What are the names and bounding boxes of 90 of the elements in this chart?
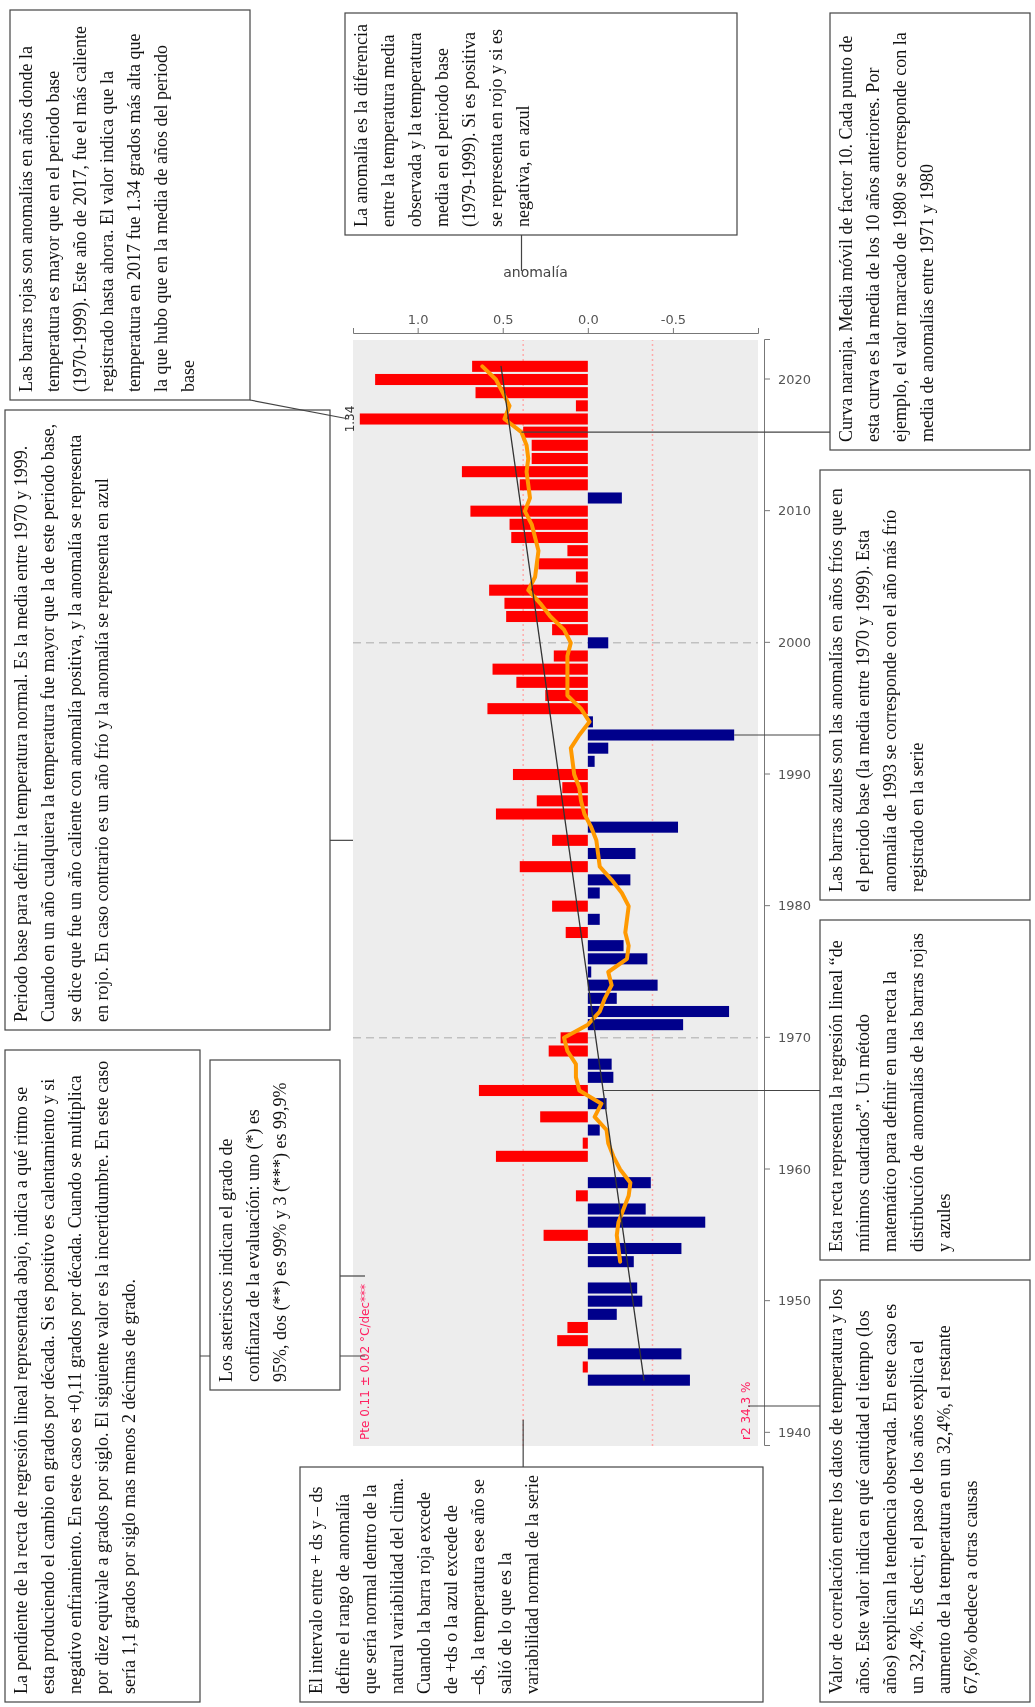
y-tick-label: 1980 [778,898,812,914]
annotation: Curva naranja. Media móvil de factor 10. Cada punto de esta curva es la media de los 10 años anteriores. Por ejemplo, el valor marcado de 1980 se corresponde con la media de anomalías entre 1971 y 1980 [836,32,937,442]
bar [565,926,588,939]
bar [552,834,588,846]
bar [587,821,679,833]
y-tick-label: 1990 [778,766,812,782]
bar [538,558,588,570]
bar [587,637,609,649]
bar [587,1124,600,1136]
bar [587,1058,612,1070]
bar [587,847,636,860]
bar [475,387,588,399]
bar [531,452,588,465]
bar [587,966,592,978]
bar [587,979,658,991]
bar [587,1019,684,1031]
bar [587,1177,651,1189]
text: La pendiente de la recta de regresión lineal representada abajo, indica a qué ritmo se esta produciendo el cambio en grados por década. Si es positivo es calentamiento y si negativo enfriamiento. En este caso es +0,11 grados por década. Cuando se multiplica por diez equivale a grados por siglo. El siguiente valor es la incertidumbre. En este caso sería 1,1 grados por siglo mas menos 2 décimas de grado. [11,1060,139,1694]
bar [587,953,648,965]
bar [567,1321,588,1334]
bar [587,729,735,741]
bar [587,913,600,925]
bar [540,1111,588,1123]
bar [512,768,588,781]
bar [567,545,588,557]
bar [587,1005,730,1018]
bar [492,663,588,675]
annotation: Pte 0.11 ± 0.02 °C/dec*** [358,1283,372,1440]
bar [516,676,588,688]
bar [587,742,609,754]
bar [552,900,588,912]
bar [587,1308,617,1320]
bar [359,413,588,425]
bar [587,887,600,899]
bar [587,940,624,952]
bar [470,505,588,517]
text: Las barras rojas son anomalías en años donde la temperatura es mayor que en el periodo base (1970-1999). Este año de 2017, fue el más caliente registrado hasta ahora. El valor indica que la temperatura en 2017 fue 1.34 grados más alta que la que hubo que en la media de años del periodo base [16,26,198,392]
bar [487,703,588,715]
bar [587,1203,646,1215]
bar [575,571,588,583]
bar [375,373,588,386]
y-tick-label: 1970 [778,1029,812,1045]
x-axis-title: anomalía [503,264,568,280]
x-tick-label: 1.0 [407,312,429,327]
bar [495,808,588,820]
text: Los asteriscos indican el grado de confianza de la evaluación: uno (*) es 95%, dos (**) es 99% y 3 (***) es 99,9% [216,1082,291,1382]
bar [506,610,588,623]
bar [519,861,588,873]
bar [587,1071,614,1083]
bar [495,1150,588,1162]
annotation: 1.34 [342,405,357,433]
bar [587,1374,690,1386]
y-tick-label: 2020 [778,371,812,387]
bar [587,1348,682,1360]
bar [587,1282,638,1294]
text: Periodo base para definir la temperatura normal. Es la media entre 1970 y 1999. Cuando en un año cualquiera la temperatura fue mayor que la de este periodo base, se dice que fue un año caliente con anomalía positiva, y la anomalía se representa en rojo. En caso contrario es un año frío y la anomalía se representa en azul [11,423,112,1022]
bar [582,1137,588,1149]
bar [587,492,622,504]
y-tick-label: 1950 [778,1293,812,1309]
bar [557,1335,588,1347]
bar [489,584,588,596]
bar [587,1295,643,1307]
y-tick-label: 1960 [778,1161,812,1177]
bar [509,518,588,530]
bar [511,531,588,544]
x-tick-label: 0.0 [577,312,599,327]
y-tick-label: 2000 [778,634,812,650]
x-tick-label: 0.5 [492,312,514,327]
bar [461,466,588,478]
bar [531,439,588,451]
bar [523,426,588,438]
x-tick-label: -0.5 [660,312,687,327]
annotation: r2 34.3 % [739,1381,753,1440]
bar [519,479,588,491]
y-tick-label: 2010 [778,503,812,519]
text: Valor de correlación entre los datos de temperatura y los años. Este valor indica en qué cantidad el tiempo (los años) explican la tendencia observada. En este caso es un 32,4%. Es decir, el paso de los años explica el aumento de la temperatura en un 32,4%, el restante 67,6% obedece a otras causas [826,1288,981,1694]
text: El intervalo entre + ds y – ds define el rango de anomalía que sería normal dentro de la natural variabilidad del clima. Cuando la barra roja excede de +ds o la azul excede de –ds, la temperatura ese año se salió de lo que es la variabilidad normal de la serie [306,1475,542,1694]
bar [478,1084,588,1097]
y-tick-label: 1940 [778,1424,812,1440]
bar [587,755,595,767]
bar [575,400,588,412]
bar [543,1229,588,1241]
bar [587,1216,706,1228]
bar [587,1242,682,1255]
bar [472,360,588,372]
bar [504,597,588,609]
text: La anomalía es la diferencia entre la temperatura media observada y la temperatura media en el periodo base (1979-1999). Si es positiva se representa en rojo y si es negativa, en azul [351,24,533,227]
bar [575,1190,588,1202]
annotation: Esta recta representa la regresión lineal “de mínimos cuadrados”. Un método matemático para definir en una recta la distribución de anomalías de las barras rojas y azules [826,933,954,1252]
bar [582,1361,588,1373]
